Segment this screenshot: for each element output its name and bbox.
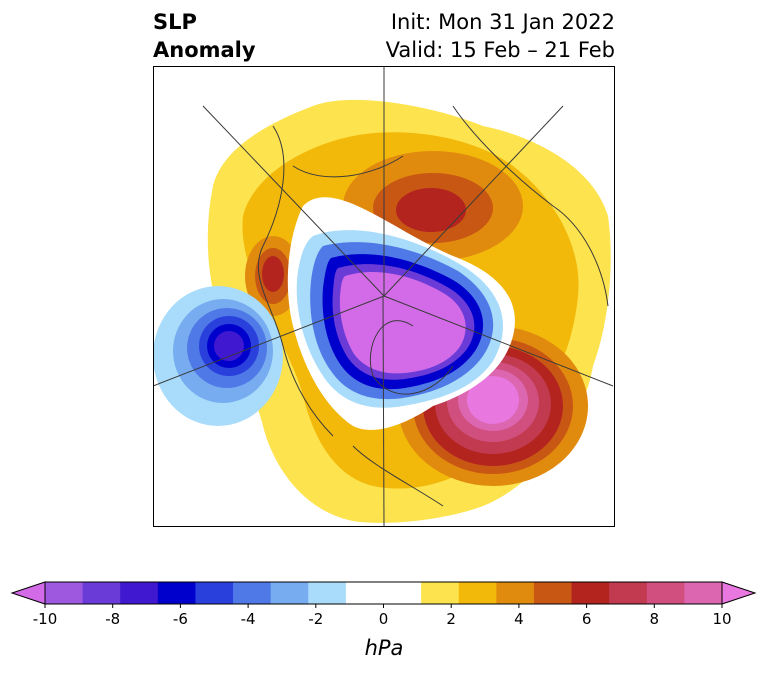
colorbar-segment [345, 582, 384, 604]
colorbar-tick-label: -8 [105, 610, 120, 628]
valid-label: Valid: 15 Feb – 21 Feb [385, 38, 615, 62]
colorbar-segment [82, 582, 121, 604]
colorbar-segment [421, 582, 460, 604]
variable-label: SLP [153, 10, 197, 34]
north-atlantic-high [467, 376, 519, 424]
colorbar-tick-label: 2 [446, 610, 456, 628]
colorbar-segment [383, 582, 422, 604]
product-label: Anomaly [153, 38, 256, 62]
colorbar-segment [571, 582, 610, 604]
slp-anomaly-map [153, 66, 615, 527]
colorbar-unit: hPa [364, 636, 404, 660]
colorbar-segment [496, 582, 535, 604]
colorbar-segment [195, 582, 234, 604]
colorbar-segment [533, 582, 573, 604]
date-info: Init: Mon 31 Jan 2022 Valid: 15 Feb – 21… [386, 8, 615, 64]
colorbar-tick-label: -4 [241, 610, 256, 628]
map-title: SLP Anomaly [153, 8, 256, 64]
east-asia-high [262, 256, 284, 292]
colorbar-segment [684, 582, 723, 604]
colorbar-tick-label: -6 [173, 610, 188, 628]
colorbar-segment [120, 582, 159, 604]
init-label: Init: Mon 31 Jan 2022 [390, 10, 615, 34]
colorbar-segment [270, 582, 309, 604]
colorbar-segment [233, 582, 272, 604]
colorbar-segment [45, 582, 84, 604]
colorbar-segment [308, 582, 347, 604]
colorbar-tick-label: 8 [650, 610, 660, 628]
colorbar-segment [157, 582, 196, 604]
colorbar-segment [458, 582, 497, 604]
colorbar-tick-label: 10 [712, 610, 731, 628]
map-overlay [153, 66, 614, 527]
colorbar: -10 -8 -6 -4 -2 0 2 4 6 8 10 [10, 581, 757, 628]
colorbar-segment [646, 582, 685, 604]
scandinavia-high [396, 188, 466, 232]
colorbar-extend-min [10, 581, 46, 605]
colorbar-tick-label: 0 [379, 610, 389, 628]
colorbar-tick-label: 6 [582, 610, 592, 628]
colorbar-segment [609, 582, 648, 604]
colorbar-tick-label: -2 [308, 610, 323, 628]
colorbar-extend-max [721, 581, 757, 605]
colorbar-tick-label: -10 [33, 610, 58, 628]
colorbar-tick-label: 4 [514, 610, 524, 628]
